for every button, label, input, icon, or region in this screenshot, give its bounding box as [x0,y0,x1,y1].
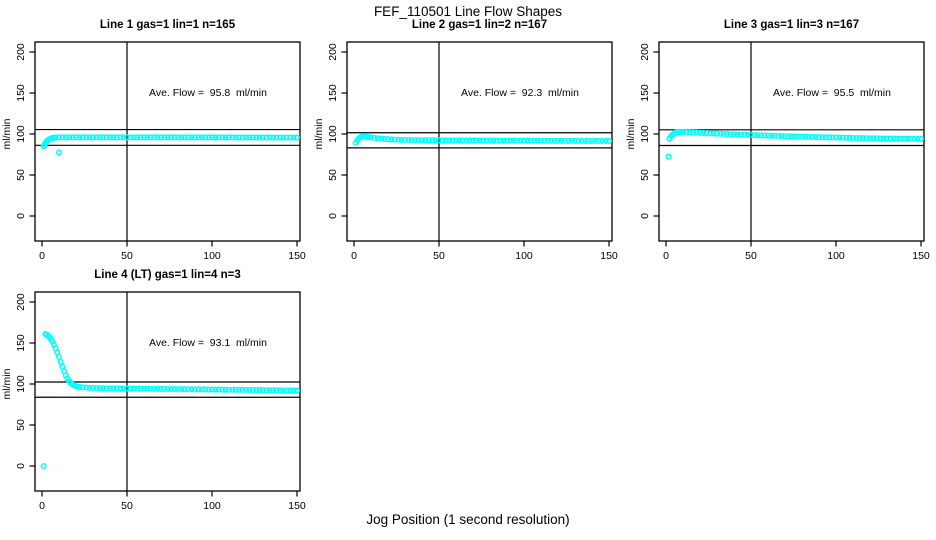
plot-area-line-3: 0 50 100 150 0 50 100 150 200 ml/min [625,41,930,262]
ave-flow-annotation: Ave. Flow = 92.3 ml/min [461,87,579,99]
panel-title: Line 4 (LT) gas=1 lin=4 n=3 [94,269,241,281]
svg-text:0: 0 [15,463,27,469]
svg-text:100: 100 [15,375,27,393]
panel-title: Line 1 gas=1 lin=1 n=165 [99,19,236,31]
svg-text:0: 0 [15,213,27,219]
panel-line-2: 0 50 100 150 0 50 100 150 200 ml/min Line 2 gas=1… [312,16,624,266]
x-axis-label: Jog Position (1 second resolution) [366,512,570,527]
svg-text:100: 100 [15,125,27,143]
svg-text:150: 150 [15,84,27,102]
svg-text:200: 200 [15,293,27,311]
panel-line-4: 0 50 100 150 0 50 100 150 200 ml/min Line 4 (LT) … [0,266,312,516]
panel-line-1: 0 50 100 150 0 50 100 150 200 ml/min Line 1 gas=1… [0,16,312,266]
svg-text:0: 0 [351,250,357,262]
svg-text:ml/min: ml/min [625,118,637,149]
panel-title: Line 2 gas=1 lin=2 n=167 [411,19,548,31]
svg-text:0: 0 [39,250,45,262]
svg-text:200: 200 [639,43,651,61]
ave-flow-annotation: Ave. Flow = 95.8 ml/min [149,87,267,99]
svg-text:100: 100 [639,125,651,143]
svg-text:50: 50 [121,250,133,262]
panel-title: Line 3 gas=1 lin=3 n=167 [723,19,860,31]
svg-text:100: 100 [203,500,221,512]
svg-text:ml/min: ml/min [1,368,13,399]
svg-text:100: 100 [203,250,221,262]
svg-text:50: 50 [639,169,651,181]
svg-text:100: 100 [327,125,339,143]
ave-flow-annotation: Ave. Flow = 93.1 ml/min [149,337,267,349]
svg-text:100: 100 [515,250,533,262]
svg-text:ml/min: ml/min [1,118,13,149]
plot-area-line-4: 0 50 100 150 0 50 100 150 200 ml/min [1,291,306,512]
svg-text:200: 200 [15,43,27,61]
svg-text:150: 150 [912,250,930,262]
svg-text:150: 150 [15,334,27,352]
svg-text:0: 0 [639,213,651,219]
ave-flow-annotation: Ave. Flow = 95.5 ml/min [773,87,891,99]
svg-text:ml/min: ml/min [313,118,325,149]
svg-text:50: 50 [15,169,27,181]
svg-text:0: 0 [39,500,45,512]
main-title: FEF_110501 Line Flow Shapes [373,4,563,19]
svg-text:200: 200 [327,43,339,61]
svg-text:50: 50 [745,250,757,262]
panel-line-3: 0 50 100 150 0 50 100 150 200 ml/min Line 3 gas=1… [624,16,936,266]
svg-text:50: 50 [121,500,133,512]
svg-text:50: 50 [433,250,445,262]
svg-text:150: 150 [327,84,339,102]
svg-text:100: 100 [827,250,845,262]
svg-text:150: 150 [639,84,651,102]
svg-text:150: 150 [288,250,306,262]
plot-area-line-2: 0 50 100 150 0 50 100 150 200 ml/min [313,41,618,262]
svg-text:50: 50 [15,419,27,431]
svg-text:0: 0 [663,250,669,262]
plot-area-line-1: 0 50 100 150 0 50 100 150 200 ml/min [1,41,306,262]
svg-text:0: 0 [327,213,339,219]
svg-text:50: 50 [327,169,339,181]
svg-text:150: 150 [288,500,306,512]
svg-text:150: 150 [600,250,618,262]
